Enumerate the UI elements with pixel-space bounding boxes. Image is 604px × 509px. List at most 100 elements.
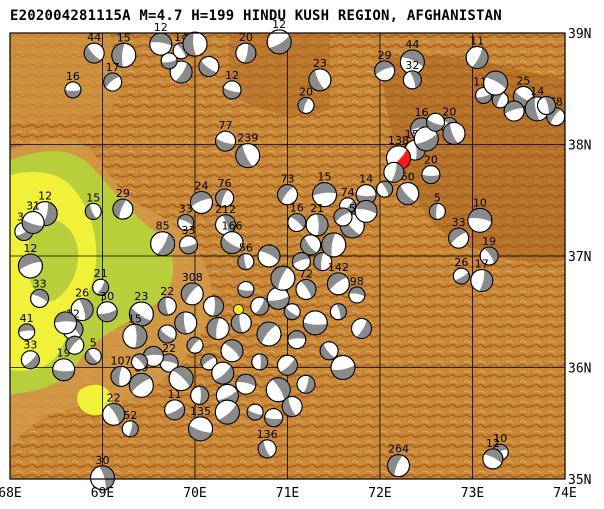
focal-mechanism: 12 <box>222 69 242 100</box>
focal-mechanism <box>190 385 210 405</box>
event-depth-label: 239 <box>237 132 258 145</box>
lat-tick-label: 38N <box>568 139 591 154</box>
focal-mechanism <box>235 373 257 395</box>
lon-tick-label: 71E <box>276 486 299 501</box>
focal-mechanism <box>206 316 230 340</box>
lat-tick-label: 36N <box>568 362 591 377</box>
focal-mechanism: 22 <box>102 391 126 426</box>
focal-mechanism <box>200 353 218 371</box>
event-title: E202004281115A M=4.7 H=199 HINDU KUSH RE… <box>10 8 502 24</box>
focal-mechanism: 15 <box>111 31 137 68</box>
event-depth-label: 33 <box>23 339 37 352</box>
focal-mechanism <box>211 361 235 385</box>
focal-mechanism <box>265 377 291 403</box>
focal-mechanism: 23 <box>308 57 332 92</box>
focal-mechanism: 19 <box>479 235 499 266</box>
event-depth-label: 15 <box>117 31 131 44</box>
focal-mechanism <box>442 121 466 145</box>
focal-mechanism <box>329 303 347 321</box>
focal-mechanism: 136 <box>257 428 278 459</box>
focal-mechanism <box>186 336 204 354</box>
focal-mechanism: 12 <box>266 18 292 55</box>
focal-mechanism <box>256 321 282 347</box>
event-depth-label: 20 <box>442 106 456 119</box>
focal-mechanism: 264 <box>387 443 410 478</box>
focal-mechanism: 16 <box>64 70 82 99</box>
focal-mechanism: 52 <box>121 409 139 438</box>
focal-mechanism <box>354 199 378 223</box>
event-depth-label: 26 <box>75 287 89 300</box>
event-depth-label: 10 <box>473 196 487 209</box>
lon-tick-label: 74E <box>553 486 576 501</box>
focal-mechanism <box>157 324 177 344</box>
focal-mechanism: 12 <box>149 21 173 56</box>
event-depth-label: 23 <box>313 57 327 70</box>
focal-mechanism <box>537 95 556 115</box>
event-depth-label: 17 <box>475 258 489 271</box>
focal-mechanism <box>270 265 296 291</box>
focal-mechanism: 30 <box>90 454 115 491</box>
focal-mechanism: 98 <box>348 275 366 304</box>
lon-tick-label: 68E <box>0 486 22 501</box>
event-depth-label: 16 <box>66 70 80 83</box>
focal-mechanism: 20 <box>297 85 315 114</box>
event-depth-label: 5 <box>90 336 97 349</box>
focal-mechanism <box>266 286 290 310</box>
event-depth-label: 22 <box>107 391 121 404</box>
longitude-labels: 68E 69E 70E 71E 72E 73E 74E <box>0 486 577 501</box>
event-depth-label: 14 <box>359 173 373 186</box>
event-depth-label: 212 <box>215 203 236 216</box>
focal-mechanism <box>65 335 85 355</box>
lon-tick-label: 69E <box>91 486 114 501</box>
focal-mechanism <box>251 353 269 371</box>
event-depth-label: 30 <box>100 290 114 303</box>
focal-mechanism: 33 <box>30 277 50 308</box>
focal-mechanism: 17 <box>470 258 494 293</box>
event-depth-label: 15 <box>318 171 332 184</box>
focal-mechanism <box>296 374 316 394</box>
focal-mechanism <box>281 396 303 418</box>
focal-mechanism: 5 <box>84 336 102 365</box>
focal-mechanism: 77 <box>215 119 237 152</box>
event-depth-label: 32 <box>405 59 419 72</box>
event-depth-label: 25 <box>516 75 530 88</box>
focal-mechanism <box>503 100 525 122</box>
focal-mechanism: 16 <box>287 202 307 233</box>
event-depth-label: 21 <box>310 202 324 215</box>
lon-tick-label: 73E <box>461 486 484 501</box>
event-depth-label: 12 <box>272 18 286 31</box>
focal-mechanism: 76 <box>215 177 235 208</box>
focal-mechanism <box>160 52 178 70</box>
event-depth-label: 17 <box>106 61 120 74</box>
focal-mechanism: 30 <box>96 290 118 323</box>
focal-mechanism: 31 <box>21 200 45 235</box>
event-depth-label: 44 <box>405 38 419 51</box>
event-depth-label: 41 <box>20 312 34 325</box>
map-frame <box>9 32 566 480</box>
event-depth-label: 16 <box>290 202 304 215</box>
lon-tick-label: 72E <box>368 486 391 501</box>
focal-mechanism <box>237 280 255 298</box>
focal-mechanism: 21 <box>92 267 110 296</box>
event-depth-label: 98 <box>350 275 364 288</box>
event-depth-label: 16 <box>415 106 429 119</box>
focal-mechanism <box>383 161 405 183</box>
focal-mechanism <box>283 303 301 321</box>
focal-mechanism <box>287 330 307 350</box>
event-depth-label: 22 <box>162 342 176 355</box>
focal-mechanism: 33 <box>448 216 470 249</box>
event-depth-label: 12 <box>225 69 239 82</box>
focal-mechanism: 23 <box>128 290 154 327</box>
event-depth-label: 12 <box>154 21 168 34</box>
event-depth-label: 11 <box>470 35 484 48</box>
focal-mechanism <box>54 311 77 335</box>
event-depth-label: 33 <box>182 224 196 237</box>
event-depth-label: 15 <box>128 312 142 325</box>
event-depth-label: 30 <box>96 454 110 467</box>
focal-mechanism: 12 <box>17 242 43 279</box>
focal-mechanism: 166 <box>220 220 244 255</box>
event-depth-label: 138 <box>388 134 409 147</box>
focal-mechanism <box>174 311 198 335</box>
focal-mechanism: 33 <box>177 203 195 232</box>
event-depth-label: 15 <box>86 191 100 204</box>
